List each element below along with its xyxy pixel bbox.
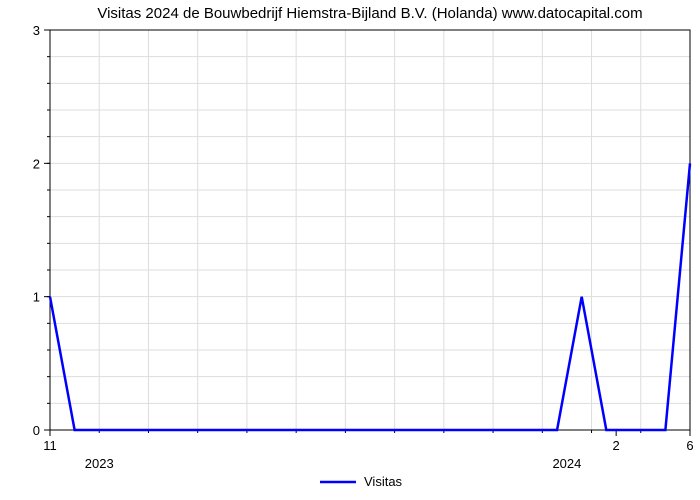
x-tick-label: 11 (43, 438, 57, 453)
y-tick-label: 2 (33, 156, 40, 171)
legend-label: Visitas (364, 474, 403, 489)
y-tick-label: 1 (33, 290, 40, 305)
y-tick-label: 3 (33, 23, 40, 38)
chart-title: Visitas 2024 de Bouwbedrijf Hiemstra-Bij… (97, 5, 642, 22)
visits-chart: Visitas 2024 de Bouwbedrijf Hiemstra-Bij… (0, 0, 700, 500)
x-year-label: 2024 (552, 456, 581, 471)
y-tick-label: 0 (33, 423, 40, 438)
chart-svg: Visitas 2024 de Bouwbedrijf Hiemstra-Bij… (0, 0, 700, 500)
x-tick-label: 2 (613, 438, 620, 453)
x-tick-label: 6 (686, 438, 693, 453)
x-year-label: 2023 (85, 456, 114, 471)
